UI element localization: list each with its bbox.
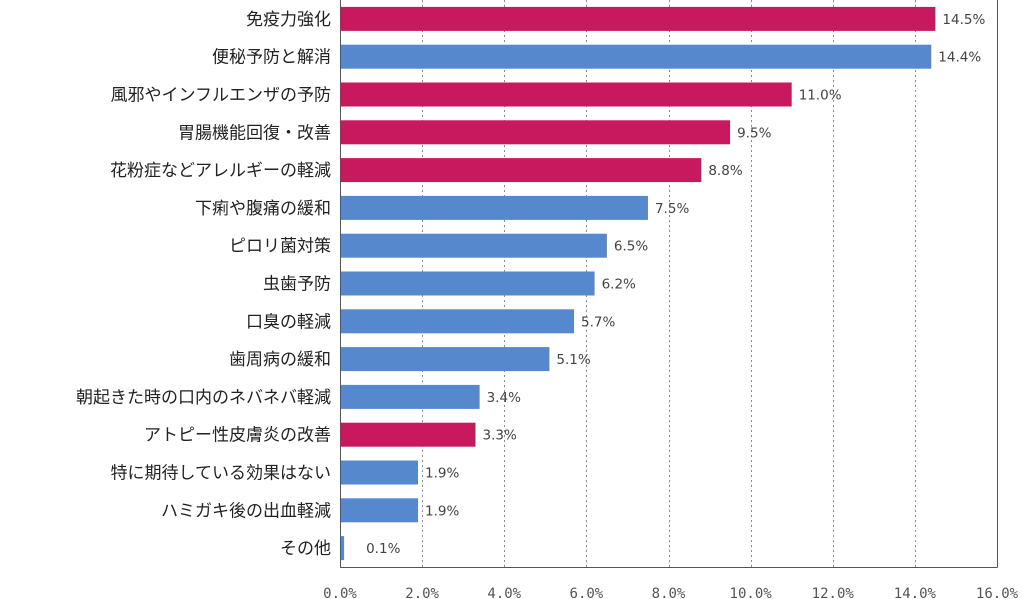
axes [340, 0, 998, 568]
x-tick-label-8: 8.0% [652, 586, 686, 599]
value-label-8: 6.2% [602, 277, 636, 293]
x-tick-label-10: 10.0% [730, 586, 773, 599]
bar-6 [340, 195, 648, 220]
bar-4 [340, 120, 731, 145]
category-labels: 免疫力強化便秘予防と解消風邪やインフルエンザの予防胃腸機能回復・改善花粉症などア… [76, 10, 331, 559]
bar-2 [340, 44, 932, 69]
category-label-3: 風邪やインフルエンザの予防 [111, 86, 332, 106]
bar-11 [340, 384, 480, 409]
value-label-13: 1.9% [425, 466, 459, 482]
value-label-5: 8.8% [708, 163, 742, 179]
value-label-6: 7.5% [655, 201, 689, 217]
value-label-7: 6.5% [614, 239, 648, 255]
category-label-5: 花粉症などアレルギーの軽減 [110, 161, 331, 181]
x-tick-label-6: 6.0% [570, 586, 604, 599]
category-label-12: アトピー性皮膚炎の改善 [144, 426, 331, 446]
value-labels: 14.5% 14.4% 11.0% 9.5% 8.8% 7.5% 6.5% 6.2% 5.7% 5… [366, 12, 985, 557]
x-tick-label-12: 12.0% [812, 586, 855, 599]
x-tick-label-14: 14.0% [894, 586, 937, 599]
bar-10 [340, 347, 550, 372]
category-label-13: 特に期待している効果はない [111, 464, 332, 484]
value-label-12: 3.3% [483, 428, 517, 444]
x-tick-label-0: 0.0% [323, 586, 357, 599]
bar-14 [340, 498, 419, 523]
value-label-4: 9.5% [737, 125, 771, 141]
bar-7 [340, 233, 607, 258]
value-label-2: 14.4% [938, 50, 981, 66]
value-label-11: 3.4% [487, 390, 521, 406]
category-label-2: 便秘予防と解消 [212, 48, 331, 68]
bar-12 [340, 422, 476, 447]
category-label-4: 胃腸機能回復・改善 [178, 123, 331, 143]
value-label-9: 5.7% [581, 314, 615, 330]
x-axis-ticks: 0.0% 2.0% 4.0% 6.0% 8.0% 10.0% 12.0% 14.0% 16.0% [323, 586, 1018, 599]
x-tick-label-4: 4.0% [487, 586, 521, 599]
bar-3 [340, 82, 792, 107]
category-label-10: 歯周病の緩和 [229, 350, 331, 370]
bars [340, 6, 936, 561]
bar-1 [340, 6, 936, 31]
value-label-10: 5.1% [556, 352, 590, 368]
bar-8 [340, 271, 595, 296]
category-label-15: その他 [280, 539, 331, 559]
category-label-14: ハミガキ後の出血軽減 [161, 501, 331, 521]
value-label-15: 0.1% [366, 541, 400, 557]
value-label-1: 14.5% [942, 12, 985, 28]
bar-9 [340, 309, 575, 334]
category-label-1: 免疫力強化 [246, 10, 331, 30]
bar-13 [340, 460, 419, 485]
x-tick-label-16: 16.0% [976, 586, 1019, 599]
category-label-11: 朝起きた時の口内のネバネバ軽減 [76, 388, 331, 408]
category-label-7: ピロリ菌対策 [229, 237, 331, 257]
category-label-9: 口臭の軽減 [246, 312, 331, 332]
category-label-8: 虫歯予防 [263, 275, 331, 295]
value-label-14: 1.9% [425, 503, 459, 519]
category-label-6: 下痢や腹痛の緩和 [195, 199, 331, 219]
value-label-3: 11.0% [799, 88, 842, 104]
x-tick-label-2: 2.0% [405, 586, 439, 599]
bar-5 [340, 158, 702, 183]
bar-15 [340, 536, 345, 561]
